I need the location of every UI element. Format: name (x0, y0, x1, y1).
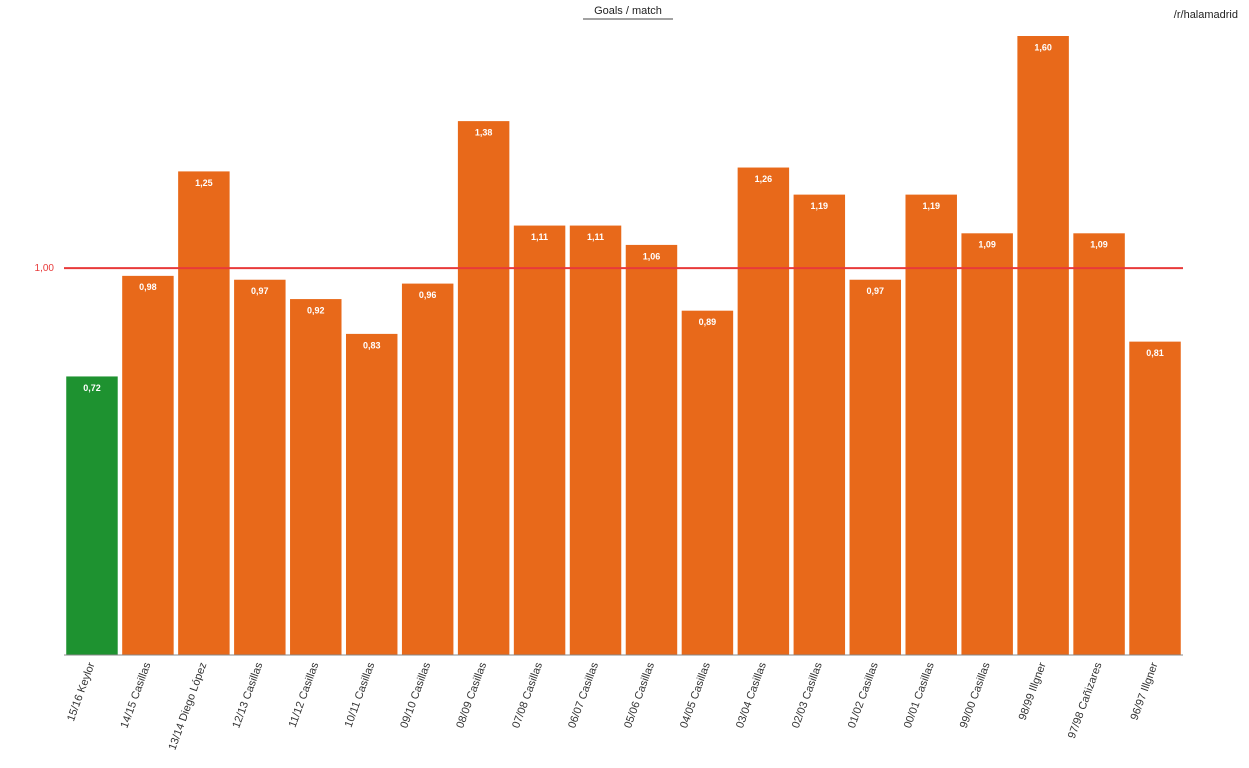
value-label: 0,89 (699, 317, 717, 327)
bar (905, 194, 957, 655)
value-label: 0,98 (139, 282, 157, 292)
bar (793, 194, 846, 655)
value-label: 1,60 (1034, 42, 1052, 52)
bar (290, 299, 342, 655)
value-label: 0,97 (867, 286, 885, 296)
x-tick-label: 10/11 Casillas (343, 660, 378, 729)
x-tick-label: 08/09 Casillas (454, 660, 489, 730)
value-label: 1,09 (1090, 240, 1108, 250)
value-label: 1,19 (922, 201, 940, 211)
bar (961, 233, 1013, 655)
x-tick-label: 07/08 Casillas (510, 660, 545, 730)
bar (178, 171, 230, 655)
x-tick-label: 12/13 Casillas (230, 660, 265, 730)
value-label: 1,11 (587, 232, 604, 242)
bar (234, 279, 286, 655)
bar (457, 121, 510, 656)
bar (345, 333, 398, 655)
bar (569, 225, 622, 655)
bar (513, 225, 566, 655)
value-label: 0,92 (307, 305, 325, 315)
value-label: 0,96 (419, 290, 437, 300)
x-tick-label: 03/04 Casillas (734, 660, 769, 730)
value-label: 1,19 (811, 201, 829, 211)
bar (1073, 233, 1125, 655)
value-label: 1,26 (755, 174, 773, 184)
value-label: 1,06 (643, 251, 661, 261)
x-tick-label: 11/12 Casillas (287, 660, 322, 729)
x-tick-label: 04/05 Casillas (678, 660, 713, 730)
x-tick-label: 99/00 Casillas (958, 660, 993, 730)
x-tick-label: 09/10 Casillas (398, 660, 433, 730)
chart-title: Goals / match (594, 5, 662, 17)
reference-label: 1,00 (35, 263, 55, 274)
bar (401, 283, 454, 655)
bar (737, 167, 790, 655)
value-label: 1,38 (475, 127, 493, 137)
bar (849, 279, 902, 655)
value-label: 1,25 (195, 178, 213, 188)
source-label: /r/halamadrid (1174, 9, 1238, 21)
x-tick-label: 01/02 Casillas (846, 660, 881, 730)
value-label: 0,81 (1146, 348, 1164, 358)
bar (1017, 36, 1069, 655)
value-label: 0,72 (83, 383, 101, 393)
x-tick-label: 14/15 Casillas (119, 660, 154, 730)
bar (66, 376, 118, 655)
x-tick-label: 06/07 Casillas (566, 660, 601, 730)
x-tick-label: 00/01 Casillas (902, 660, 937, 730)
bar (681, 310, 734, 655)
x-tick-label: 98/99 Illgner (1017, 661, 1049, 722)
x-tick-label: 96/97 Illgner (1129, 661, 1161, 722)
bar (122, 275, 174, 655)
x-tick-label: 05/06 Casillas (622, 660, 657, 730)
x-tick-label: 02/03 Casillas (790, 660, 825, 730)
bar (1129, 341, 1181, 655)
x-tick-label: 13/14 Diego López (167, 661, 210, 752)
x-tick-label: 15/16 Keylor (65, 661, 98, 723)
x-tick-label: 97/98 Cañizares (1066, 660, 1105, 740)
value-label: 0,97 (251, 286, 269, 296)
value-label: 1,09 (978, 240, 996, 250)
value-label: 1,11 (531, 232, 548, 242)
value-label: 0,83 (363, 340, 381, 350)
bar (625, 244, 678, 655)
